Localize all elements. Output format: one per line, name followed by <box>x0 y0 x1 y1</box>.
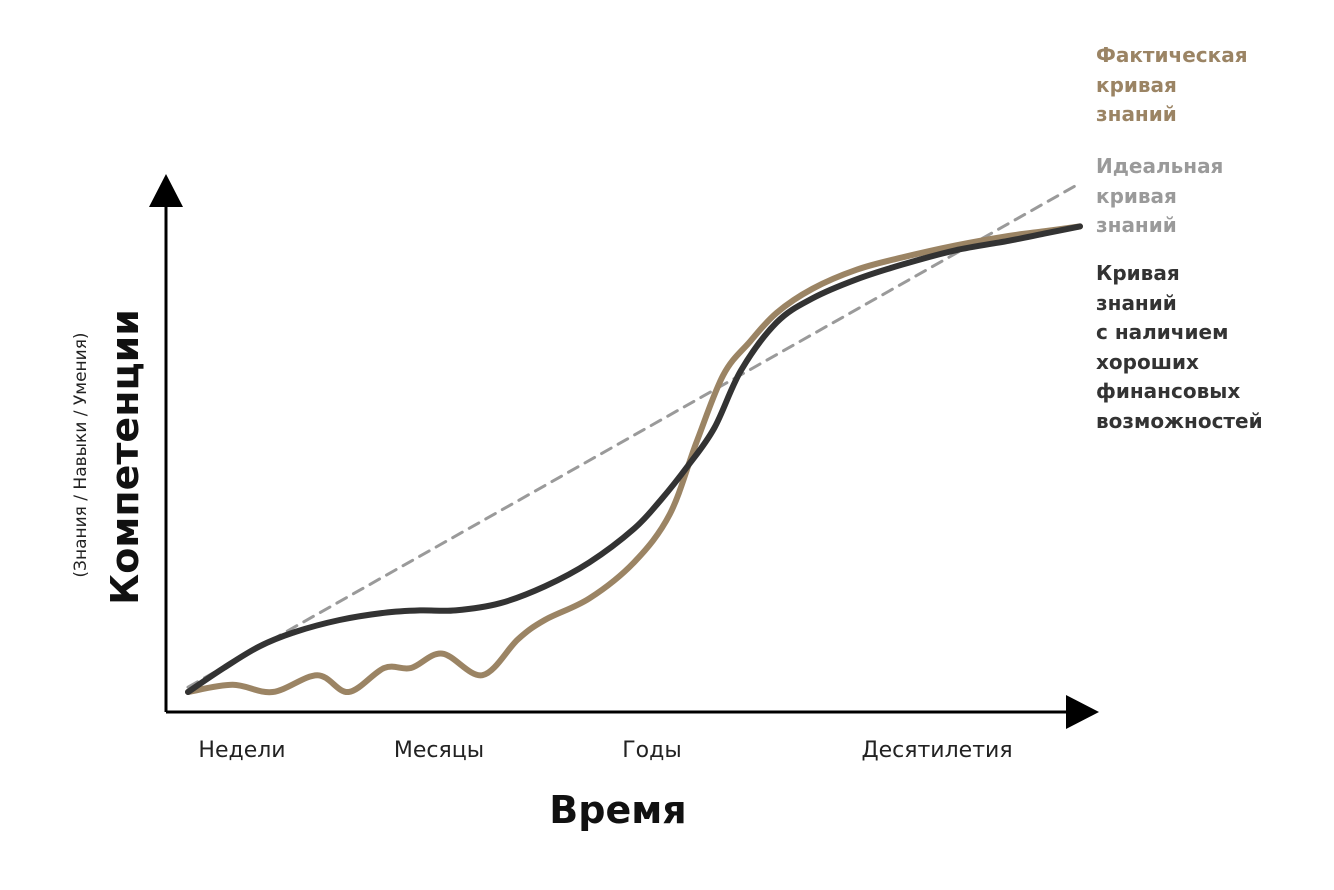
legend-financial-line: возможностей <box>1096 408 1263 433</box>
y-axis-title: Компетенции <box>103 309 147 605</box>
legend-actual-line: кривая <box>1096 72 1177 97</box>
legend-ideal-line: Идеальная <box>1096 154 1224 178</box>
legend-ideal-line: кривая <box>1096 183 1177 208</box>
legend-ideal: Идеальная кривая знаний <box>1096 152 1326 241</box>
legend-actual-line: Фактическая <box>1096 43 1248 67</box>
series-line-actual <box>185 223 1083 696</box>
series-line-ideal <box>186 181 1082 689</box>
legend-actual-line: знаний <box>1096 102 1177 126</box>
legend-financial-line: финансовых <box>1096 379 1241 403</box>
legend-actual: Фактическая кривая знаний <box>1096 41 1326 130</box>
x-tick-label-months: Месяцы <box>394 738 484 763</box>
x-axis-title: Время <box>549 788 686 832</box>
series-line-financial <box>185 223 1083 695</box>
x-tick-label-years: Годы <box>622 738 681 763</box>
legend-financial-line: с наличием <box>1096 320 1229 344</box>
x-tick-label-weeks: Недели <box>198 738 285 763</box>
x-tick-label-decades: Десятилетия <box>861 738 1012 763</box>
legend-financial: Кривая знаний с наличием хороших финансо… <box>1096 259 1326 436</box>
legend-ideal-line: знаний <box>1096 213 1177 237</box>
y-axis-arrow <box>149 174 183 207</box>
legend-financial-line: хороших <box>1096 349 1199 374</box>
legend-financial-line: знаний <box>1096 290 1177 315</box>
y-axis-subtitle: (Знания / Навыки / Умения) <box>71 332 91 577</box>
x-axis-arrow <box>1066 695 1099 729</box>
legend-financial-line: Кривая <box>1096 261 1180 285</box>
